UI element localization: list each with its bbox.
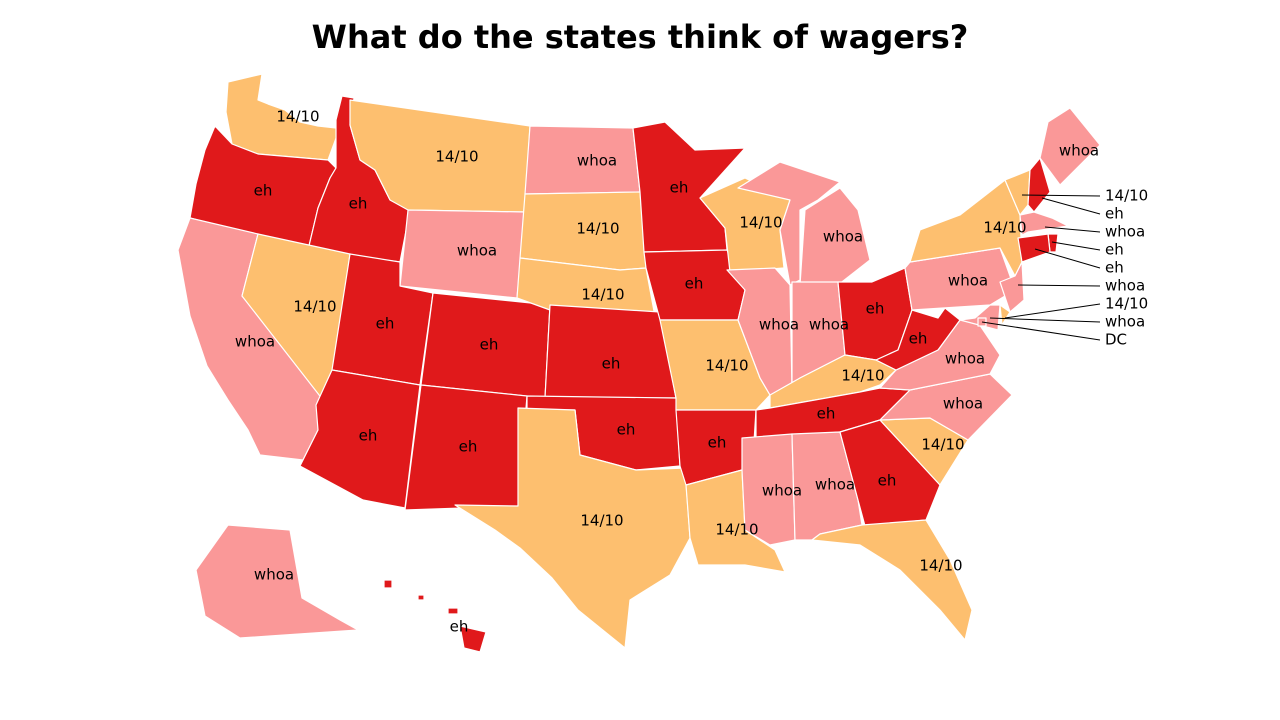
- callout-label-vt: 14/10: [1105, 187, 1148, 205]
- state-label-co: eh: [480, 336, 499, 354]
- state-hi: [383, 579, 487, 653]
- callout-label-nj: whoa: [1105, 277, 1145, 295]
- callout-label-dc: DC: [1105, 331, 1127, 349]
- state-ak: [195, 524, 359, 639]
- state-label-ar: eh: [708, 434, 727, 452]
- state-label-wy: whoa: [457, 242, 497, 260]
- state-label-id: eh: [349, 195, 368, 213]
- states-layer: [177, 73, 1101, 653]
- leader-line-dc: [981, 321, 1101, 341]
- state-label-ak: whoa: [254, 566, 294, 584]
- state-label-fl: 14/10: [919, 557, 962, 575]
- state-ma: [1019, 211, 1069, 236]
- leader-line-nj: [1017, 284, 1101, 287]
- state-mi: [737, 161, 841, 286]
- state-label-nd: whoa: [577, 152, 617, 170]
- state-label-ca: whoa: [235, 333, 275, 351]
- state-label-ok: eh: [617, 421, 636, 439]
- state-ct: [1017, 233, 1051, 263]
- state-label-mi: whoa: [823, 228, 863, 246]
- state-label-la: 14/10: [715, 521, 758, 539]
- state-nj: [999, 261, 1025, 313]
- leader-line-ri: [1051, 241, 1101, 251]
- map-title: What do the states think of wagers?: [311, 18, 969, 56]
- state-label-me: whoa: [1059, 142, 1099, 160]
- state-label-al: whoa: [815, 476, 855, 494]
- callout-label-ri: eh: [1105, 241, 1124, 259]
- state-label-mo: 14/10: [705, 357, 748, 375]
- state-ks: [544, 304, 677, 399]
- state-label-nc: whoa: [943, 395, 983, 413]
- state-label-hi: eh: [450, 618, 469, 636]
- state-label-ky: 14/10: [841, 367, 884, 385]
- state-me: [1039, 107, 1101, 186]
- state-fl: [811, 519, 973, 641]
- callout-label-md: whoa: [1105, 313, 1145, 331]
- state-label-ne: 14/10: [581, 286, 624, 304]
- leader-line-ct: [1034, 248, 1101, 269]
- state-label-mn: eh: [670, 179, 689, 197]
- state-label-mt: 14/10: [435, 148, 478, 166]
- state-label-az: eh: [359, 427, 378, 445]
- state-label-il: whoa: [759, 316, 799, 334]
- state-label-wa: 14/10: [276, 108, 319, 126]
- leader-line-vt: [1021, 194, 1101, 197]
- state-label-nm: eh: [459, 438, 478, 456]
- state-label-oh: eh: [866, 300, 885, 318]
- state-label-ms: whoa: [762, 482, 802, 500]
- leader-line-md: [989, 317, 1101, 323]
- state-label-sc: 14/10: [921, 436, 964, 454]
- state-label-ny: 14/10: [983, 219, 1026, 237]
- state-label-pa: whoa: [948, 272, 988, 290]
- labels-layer: 14/10ehwhoaeh14/1014/10whoaehehehehwhoa1…: [235, 108, 1099, 636]
- state-label-ks: eh: [602, 355, 621, 373]
- state-label-tx: 14/10: [580, 512, 623, 530]
- callout-label-ct: eh: [1105, 259, 1124, 277]
- state-label-nv: 14/10: [293, 298, 336, 316]
- state-label-tn: eh: [817, 405, 836, 423]
- callout-label-nh: eh: [1105, 205, 1124, 223]
- state-label-ia: eh: [685, 275, 704, 293]
- leader-line-nh: [1041, 197, 1101, 215]
- state-label-ut: eh: [376, 315, 395, 333]
- state-az: [299, 369, 421, 509]
- callout-label-ma: whoa: [1105, 223, 1145, 241]
- state-label-ga: eh: [878, 472, 897, 490]
- state-tx: [454, 407, 691, 649]
- state-label-wi: 14/10: [739, 214, 782, 232]
- callout-label-de: 14/10: [1105, 295, 1148, 313]
- leader-line-ma: [1044, 226, 1101, 233]
- state-label-sd: 14/10: [576, 220, 619, 238]
- leader-line-de: [1004, 303, 1101, 319]
- state-label-in: whoa: [809, 316, 849, 334]
- state-label-or: eh: [254, 182, 273, 200]
- state-label-wv: eh: [909, 330, 928, 348]
- state-label-va: whoa: [945, 350, 985, 368]
